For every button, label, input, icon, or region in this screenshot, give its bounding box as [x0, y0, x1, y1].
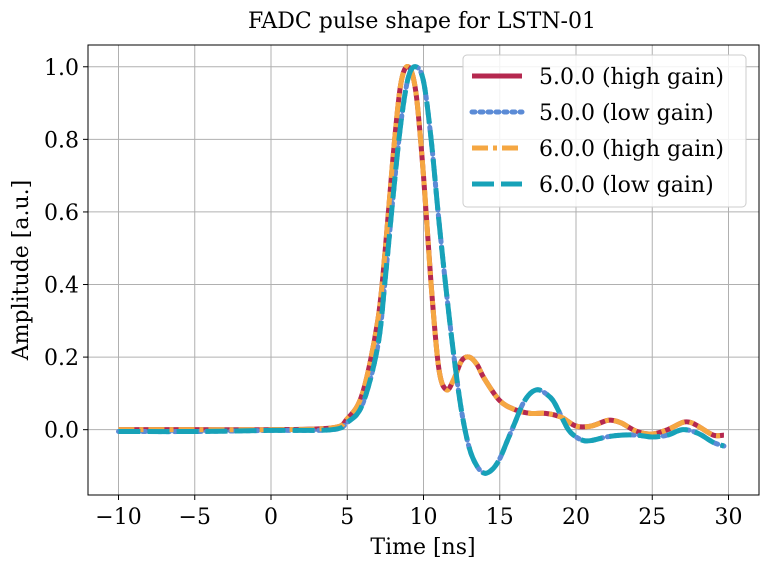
chart-title: FADC pulse shape for LSTN-01 [248, 9, 596, 34]
x-axis: −10 −5 0 5 10 15 20 25 30 [95, 495, 743, 530]
x-tick-label: 10 [410, 505, 438, 530]
legend: 5.0.0 (high gain) 5.0.0 (low gain) 6.0.0 (… [462, 54, 747, 208]
legend-label-4: 6.0.0 (low gain) [539, 173, 714, 198]
y-tick-label: 0.6 [44, 201, 79, 226]
series-line-3 [118, 64, 725, 439]
y-axis: 0.0 0.2 0.4 0.6 0.8 1.0 [44, 56, 88, 444]
x-axis-label: Time [ns] [370, 535, 475, 560]
y-tick-label: 0.2 [44, 346, 79, 371]
x-tick-label: 20 [562, 505, 590, 530]
legend-label-2: 5.0.0 (low gain) [539, 101, 714, 126]
series-line-4 [118, 64, 725, 476]
x-tick-label: −5 [179, 505, 211, 530]
y-tick-label: 0.4 [44, 274, 79, 299]
x-tick-label: 15 [486, 505, 514, 530]
legend-label-3: 6.0.0 (high gain) [539, 137, 724, 162]
y-tick-label: 0.0 [44, 419, 79, 444]
x-tick-label: 5 [340, 505, 354, 530]
legend-box [462, 54, 747, 208]
y-axis-label: Amplitude [a.u.] [9, 180, 34, 361]
y-tick-label: 1.0 [44, 56, 79, 81]
legend-entries: 5.0.0 (high gain) 5.0.0 (low gain) 6.0.0 (… [469, 65, 724, 198]
y-tick-label: 0.8 [44, 128, 79, 153]
x-tick-label: −10 [95, 505, 141, 530]
x-tick-label: 0 [264, 505, 278, 530]
legend-label-1: 5.0.0 (high gain) [539, 65, 724, 90]
x-tick-label: 30 [715, 505, 743, 530]
series-layer [116, 64, 727, 476]
x-tick-label: 25 [638, 505, 666, 530]
